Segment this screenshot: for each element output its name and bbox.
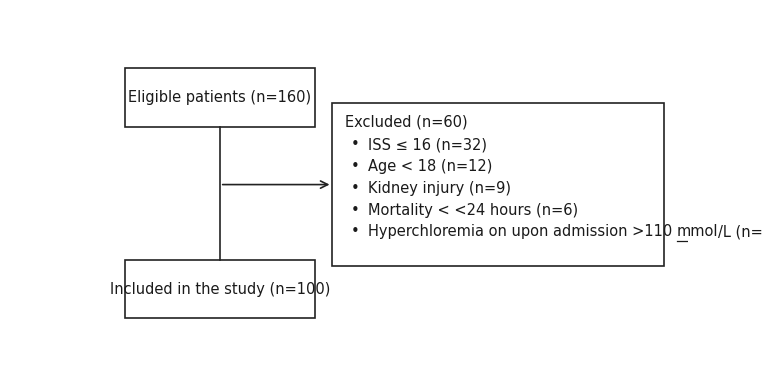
Text: Kidney injury (n=9): Kidney injury (n=9) xyxy=(368,181,511,196)
Text: •: • xyxy=(351,224,359,239)
Text: •: • xyxy=(351,137,359,152)
Text: Excluded (n=60): Excluded (n=60) xyxy=(345,115,468,130)
Text: Age < 18 (n=12): Age < 18 (n=12) xyxy=(368,159,492,174)
Text: Eligible patients (n=160): Eligible patients (n=160) xyxy=(128,90,312,105)
Text: •: • xyxy=(351,159,359,174)
Text: ISS ≤ 16 (n=32): ISS ≤ 16 (n=32) xyxy=(368,137,487,152)
Text: /L (n=1): /L (n=1) xyxy=(718,224,764,239)
Text: mmol: mmol xyxy=(677,224,718,239)
Text: •: • xyxy=(351,202,359,218)
FancyBboxPatch shape xyxy=(125,260,315,318)
Text: •: • xyxy=(351,181,359,196)
Text: Hyperchloremia on upon admission >110: Hyperchloremia on upon admission >110 xyxy=(368,224,677,239)
Text: Included in the study (n=100): Included in the study (n=100) xyxy=(110,282,330,297)
FancyBboxPatch shape xyxy=(332,103,664,266)
FancyBboxPatch shape xyxy=(125,69,315,127)
Text: Mortality < <24 hours (n=6): Mortality < <24 hours (n=6) xyxy=(368,202,578,218)
